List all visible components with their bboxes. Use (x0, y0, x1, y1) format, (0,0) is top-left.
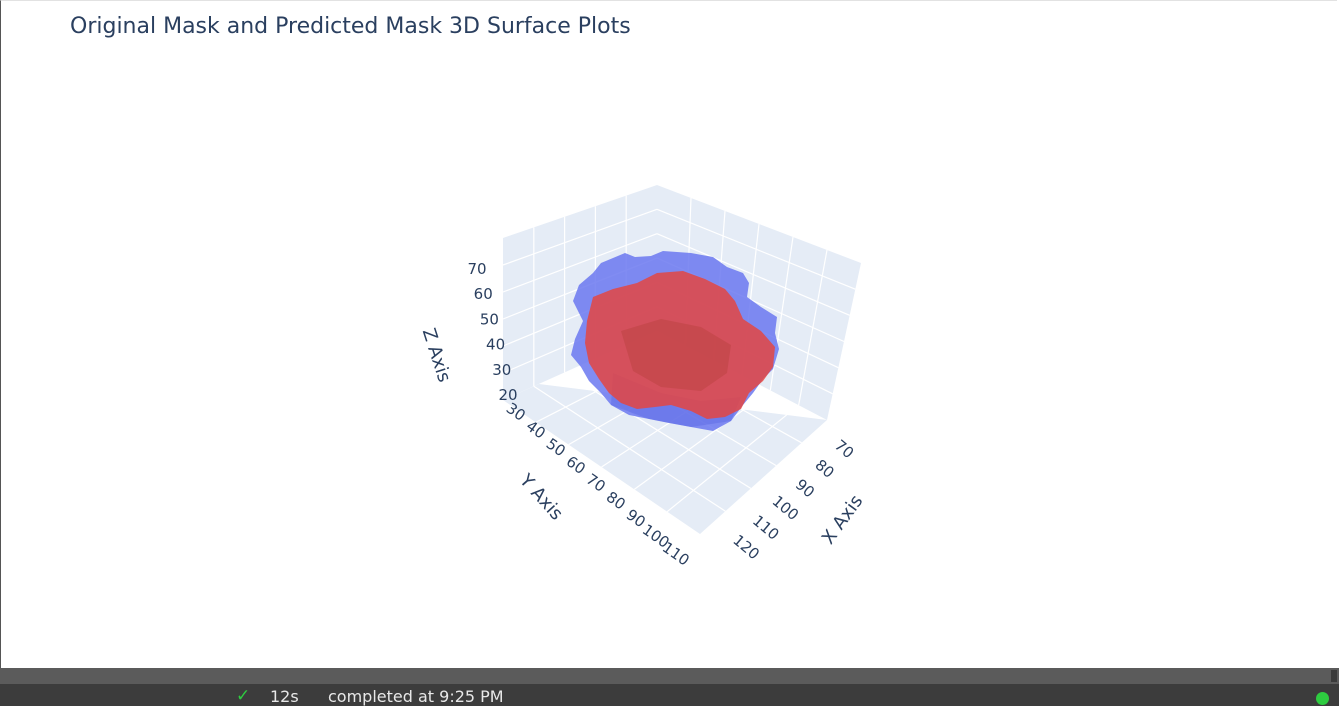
z-axis-tick-60: 60 (474, 285, 493, 303)
grid-line (656, 208, 856, 290)
x-axis-tick-70: 70 (831, 436, 857, 462)
scrollbar-thumb[interactable] (1331, 670, 1337, 682)
z-axis-tick-30: 30 (492, 361, 511, 379)
y-axis-tick-60: 60 (563, 452, 589, 478)
horizontal-scrollbar[interactable] (0, 668, 1339, 684)
x-axis-tick-80: 80 (812, 456, 838, 482)
z-axis-tick-70: 70 (467, 260, 486, 278)
y-axis-tick-80: 80 (603, 488, 629, 514)
scene-right-wall (657, 185, 861, 420)
x-axis-title: X Axis (818, 491, 868, 548)
grid-line (502, 233, 658, 293)
output-cell: Original Mask and Predicted Mask 3D Surf… (0, 0, 1337, 668)
status-bar: ✓ 12s completed at 9:25 PM (0, 684, 1339, 706)
series-predicted-mask (585, 271, 775, 419)
grid-line (656, 233, 850, 316)
z-axis-tick-50: 50 (480, 310, 499, 328)
scene-floor (503, 384, 827, 534)
z-axis-tick-40: 40 (486, 336, 505, 354)
chart-title: Original Mask and Predicted Mask 3D Surf… (70, 14, 631, 39)
z-axis-ticks: 20 30 40 50 60 70 (467, 260, 517, 404)
check-icon: ✓ (236, 686, 251, 706)
series-predicted-mask-shade (621, 319, 731, 391)
x-axis-tick-90: 90 (792, 475, 818, 501)
x-axis-tick-110: 110 (749, 511, 783, 543)
z-axis-title: Z Axis (418, 326, 455, 385)
connected-status-icon (1316, 692, 1329, 705)
x-axis-tick-100: 100 (769, 492, 803, 524)
execution-duration: 12s (270, 687, 299, 706)
grid-line (502, 208, 658, 266)
completion-status: completed at 9:25 PM (328, 687, 504, 706)
y-axis-tick-70: 70 (583, 470, 609, 496)
y-axis-title: Y Axis (515, 469, 567, 524)
grid-line (633, 389, 771, 490)
z-axis-tick-20: 20 (498, 386, 517, 404)
grid-line (666, 404, 800, 513)
x-axis-tick-120: 120 (729, 531, 763, 563)
